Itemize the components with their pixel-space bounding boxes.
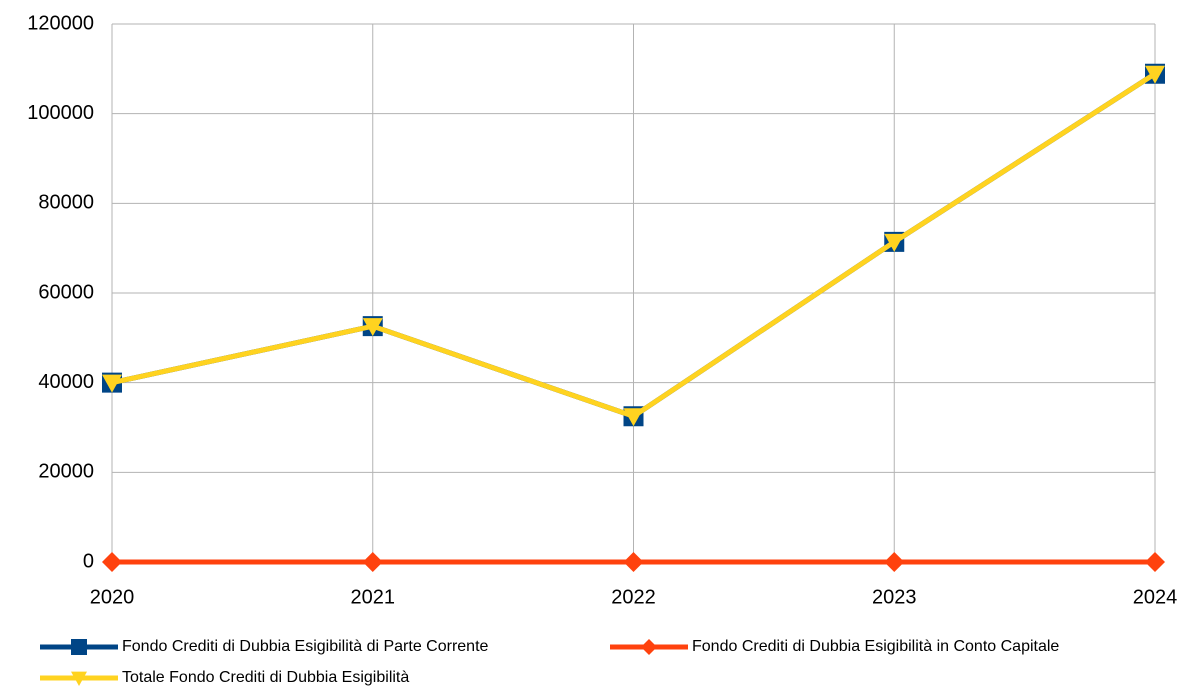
y-tick-label: 40000 [38, 371, 94, 393]
legend-label: Fondo Crediti di Dubbia Esigibilità in C… [692, 638, 1059, 655]
marker [362, 552, 383, 572]
marker [102, 552, 122, 572]
x-tick-label: 2022 [611, 586, 656, 608]
legend-marker [641, 639, 657, 655]
y-tick-label: 80000 [38, 192, 94, 214]
x-tick-label: 2021 [351, 586, 396, 608]
marker [1145, 552, 1165, 572]
y-tick-label: 60000 [38, 281, 94, 303]
legend-marker [71, 671, 87, 686]
marker [884, 233, 905, 252]
marker [102, 374, 122, 393]
x-tick-label: 2020 [90, 586, 135, 608]
y-tick-label: 100000 [27, 102, 94, 124]
marker [1145, 65, 1165, 84]
y-tick-label: 0 [83, 550, 94, 572]
x-tick-label: 2023 [872, 586, 917, 608]
y-tick-label: 120000 [27, 12, 94, 34]
marker [884, 552, 905, 572]
y-tick-label: 20000 [38, 461, 94, 483]
marker [623, 408, 644, 427]
legend-marker [71, 639, 87, 655]
x-tick-label: 2024 [1133, 586, 1178, 608]
marker [623, 552, 644, 572]
legend-label: Fondo Crediti di Dubbia Esigibilità di P… [122, 638, 489, 655]
legend-label: Totale Fondo Crediti di Dubbia Esigibili… [122, 669, 409, 686]
marker [362, 318, 383, 337]
